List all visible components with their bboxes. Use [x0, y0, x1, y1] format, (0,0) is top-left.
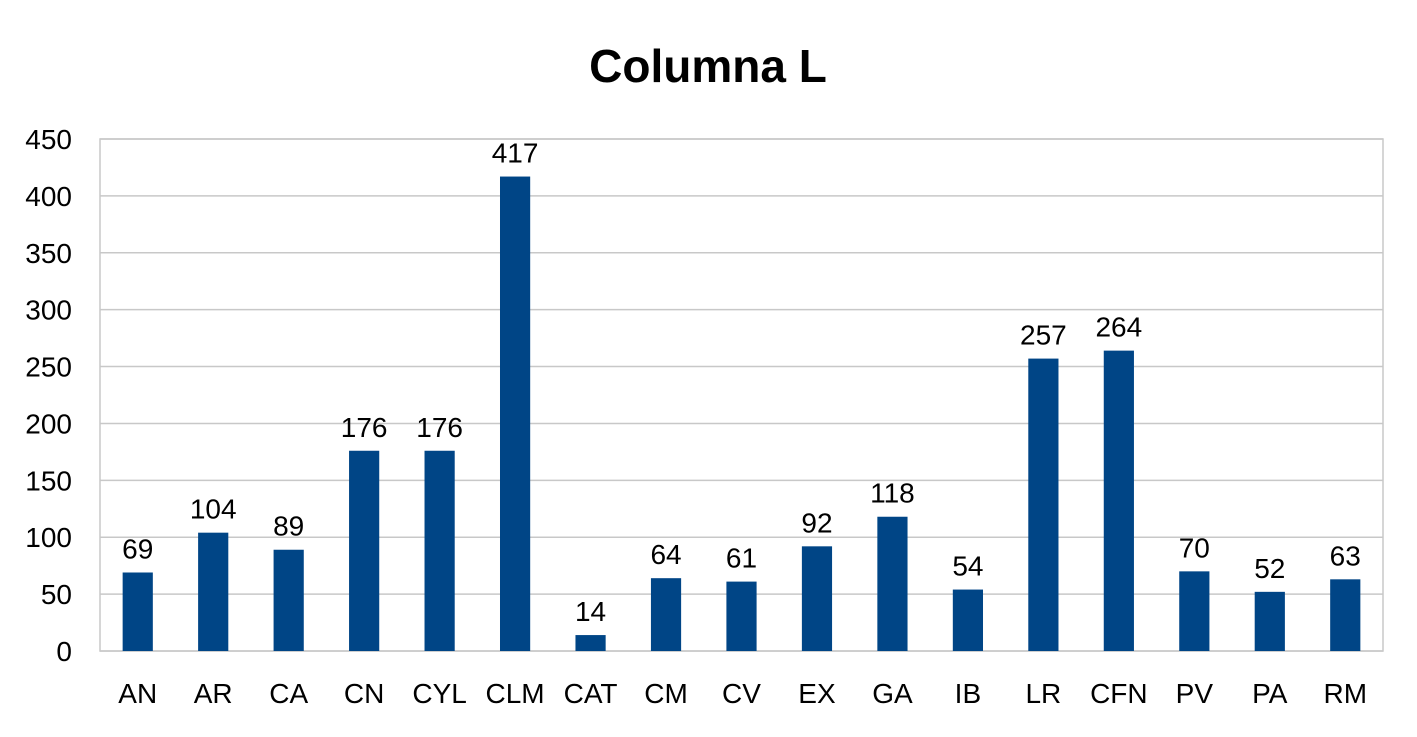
data-label-clm: 417 [492, 138, 539, 169]
bar-cm [650, 578, 682, 651]
bar-ar [198, 532, 229, 651]
bar-ca [273, 549, 304, 651]
bar-lr [1028, 358, 1059, 651]
data-label-cn: 176 [341, 412, 388, 443]
data-label-an: 69 [122, 533, 153, 564]
x-tick-label-rm: RM [1323, 678, 1367, 709]
x-tick-label-clm: CLM [486, 678, 545, 709]
data-label-ca: 89 [273, 511, 304, 542]
data-labels: 69 104 89 176 176 417 14 64 61 92 118 54 257 264 70 52 6… [122, 138, 1361, 628]
x-tick-label-an: AN [118, 678, 157, 709]
y-tick-label: 350 [25, 238, 72, 269]
data-label-ex: 92 [801, 507, 832, 538]
data-label-cv: 61 [726, 543, 757, 574]
bar-cv [726, 581, 757, 651]
bar-pa [1254, 591, 1285, 651]
x-tick-label-ga: GA [872, 678, 913, 709]
data-label-ga: 118 [870, 478, 915, 509]
bars [122, 176, 1361, 651]
y-tick-label: 300 [25, 295, 72, 326]
x-tick-label-cat: CAT [564, 678, 618, 709]
y-tick-label: 100 [25, 522, 72, 553]
x-axis-tick-labels: AN AR CA CN CYL CLM CAT CM CV EX GA IB LR CFN PV PA RM [118, 678, 1367, 709]
y-tick-label: 450 [25, 124, 72, 155]
x-tick-label-pa: PA [1252, 678, 1288, 709]
bar-an [122, 572, 153, 651]
x-tick-label-cyl: CYL [412, 678, 466, 709]
data-label-ar: 104 [190, 494, 237, 525]
data-label-cat: 14 [575, 596, 606, 627]
x-tick-label-cfn: CFN [1090, 678, 1148, 709]
x-tick-label-lr: LR [1025, 678, 1061, 709]
data-label-rm: 63 [1330, 540, 1361, 571]
y-tick-label: 150 [25, 465, 72, 496]
x-tick-label-ib: IB [955, 678, 981, 709]
bar-ib [952, 589, 984, 651]
chart-title: Columna L [589, 40, 827, 92]
data-label-lr: 257 [1020, 320, 1067, 351]
y-tick-label: 50 [41, 579, 72, 610]
data-label-cfn: 264 [1095, 312, 1142, 343]
data-label-pa: 52 [1254, 553, 1285, 584]
data-label-cyl: 176 [416, 412, 463, 443]
x-tick-label-cv: CV [722, 678, 761, 709]
data-label-pv: 70 [1179, 532, 1210, 563]
y-tick-label: 0 [56, 636, 72, 667]
data-label-ib: 54 [952, 551, 983, 582]
x-tick-label-ex: EX [798, 678, 836, 709]
bar-cfn [1103, 350, 1134, 651]
y-axis-tick-labels: 0 50 100 150 200 250 300 350 400 450 [25, 124, 72, 667]
bar-cyl [424, 450, 455, 651]
x-tick-label-ar: AR [194, 678, 233, 709]
data-label-cm: 64 [650, 539, 681, 570]
bar-pv [1179, 571, 1210, 651]
bar-clm [499, 176, 531, 651]
bar-cat [575, 635, 606, 651]
x-tick-label-pv: PV [1176, 678, 1214, 709]
x-tick-label-cm: CM [644, 678, 688, 709]
bar-rm [1330, 579, 1361, 651]
y-tick-label: 200 [25, 408, 72, 439]
y-tick-label: 250 [25, 352, 72, 383]
bar-cn [349, 450, 380, 651]
y-tick-label: 400 [25, 181, 72, 212]
bar-ex [801, 546, 833, 651]
x-tick-label-cn: CN [344, 678, 384, 709]
bar-ga [877, 516, 908, 651]
x-tick-label-ca: CA [269, 678, 308, 709]
